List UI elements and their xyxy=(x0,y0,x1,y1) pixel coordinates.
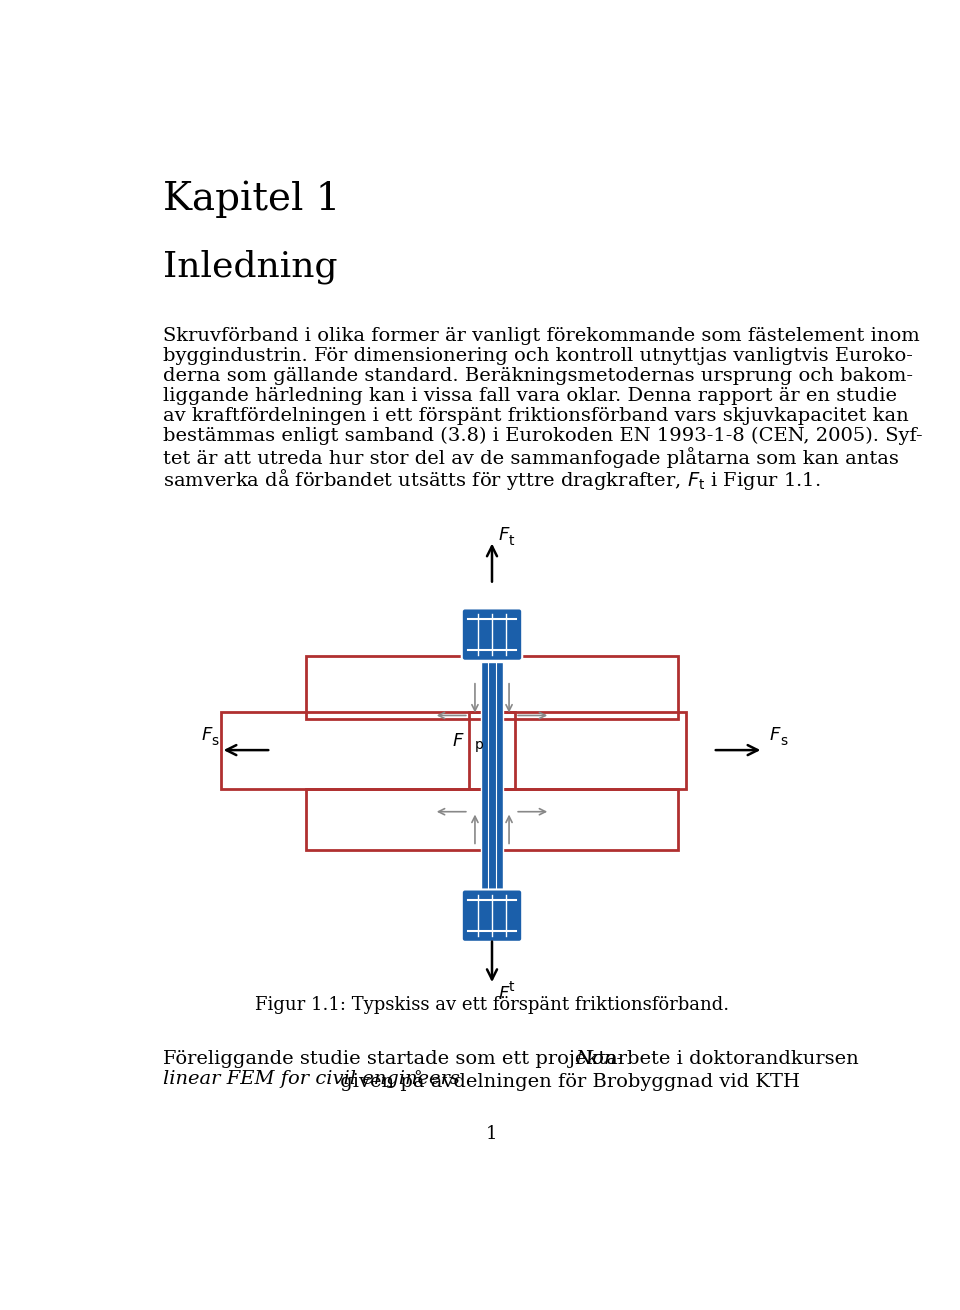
Text: given på avdelningen för Brobyggnad vid KTH: given på avdelningen för Brobyggnad vid … xyxy=(333,1070,800,1091)
Text: Föreliggande studie startade som ett projektarbete i doktorandkursen: Föreliggande studie startade som ett pro… xyxy=(162,1051,865,1069)
Text: derna som gällande standard. Beräkningsmetodernas ursprung och bakom-: derna som gällande standard. Beräkningsm… xyxy=(162,367,913,385)
Bar xyxy=(221,711,516,789)
Bar xyxy=(468,711,685,789)
Text: Kapitel 1: Kapitel 1 xyxy=(162,181,340,217)
Text: $F$: $F$ xyxy=(452,732,465,751)
Text: liggande härledning kan i vissa fall vara oklar. Denna rapport är en studie: liggande härledning kan i vissa fall var… xyxy=(162,386,897,405)
Text: $F$: $F$ xyxy=(498,525,511,544)
Text: $\mathrm{s}$: $\mathrm{s}$ xyxy=(780,734,789,748)
Text: $F$: $F$ xyxy=(498,985,511,1003)
Text: $F$: $F$ xyxy=(770,726,782,744)
Text: samverka då förbandet utsätts för yttre dragkrafter, $F_{\mathrm{t}}$ i Figur 1.: samverka då förbandet utsätts för yttre … xyxy=(162,466,820,491)
Text: byggindustrin. För dimensionering och kontroll utnyttjas vanligtvis Euroko-: byggindustrin. För dimensionering och ko… xyxy=(162,347,913,364)
FancyBboxPatch shape xyxy=(462,608,522,660)
Bar xyxy=(481,662,503,892)
Text: $F$: $F$ xyxy=(201,726,213,744)
Bar xyxy=(306,656,678,719)
Text: Figur 1.1: Typskiss av ett förspänt friktionsförband.: Figur 1.1: Typskiss av ett förspänt frik… xyxy=(255,997,729,1014)
Text: linear FEM for civil engineers: linear FEM for civil engineers xyxy=(162,1070,460,1089)
Text: tet är att utreda hur stor del av de sammanfogade plåtarna som kan antas: tet är att utreda hur stor del av de sam… xyxy=(162,447,899,468)
Text: 1: 1 xyxy=(487,1125,497,1142)
Text: $\mathrm{s}$: $\mathrm{s}$ xyxy=(211,734,220,748)
Text: bestämmas enligt samband (3.8) i Eurokoden EN 1993-1-8 (CEN, 2005). Syf-: bestämmas enligt samband (3.8) i Eurokod… xyxy=(162,427,923,445)
Text: $\mathrm{p}$: $\mathrm{p}$ xyxy=(474,739,484,755)
Text: av kraftfördelningen i ett förspänt friktionsförband vars skjuvkapacitet kan: av kraftfördelningen i ett förspänt frik… xyxy=(162,406,908,424)
Text: $\mathrm{t}$: $\mathrm{t}$ xyxy=(508,534,515,549)
Bar xyxy=(306,789,678,850)
Text: Inledning: Inledning xyxy=(162,250,337,284)
Text: Non-: Non- xyxy=(575,1051,623,1069)
FancyBboxPatch shape xyxy=(462,889,522,942)
Text: Skruvförband i olika former är vanligt förekommande som fästelement inom: Skruvförband i olika former är vanligt f… xyxy=(162,326,920,345)
Text: $\mathrm{t}$: $\mathrm{t}$ xyxy=(508,980,515,993)
